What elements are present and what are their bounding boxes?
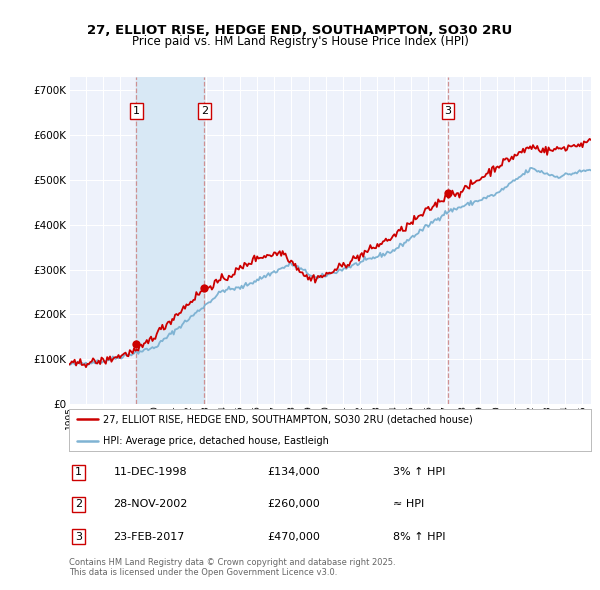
Text: £470,000: £470,000: [268, 532, 320, 542]
Text: 3: 3: [75, 532, 82, 542]
Text: 27, ELLIOT RISE, HEDGE END, SOUTHAMPTON, SO30 2RU (detached house): 27, ELLIOT RISE, HEDGE END, SOUTHAMPTON,…: [103, 415, 473, 424]
Text: 3: 3: [445, 106, 451, 116]
Text: 2: 2: [201, 106, 208, 116]
Text: 11-DEC-1998: 11-DEC-1998: [113, 467, 187, 477]
Text: HPI: Average price, detached house, Eastleigh: HPI: Average price, detached house, East…: [103, 436, 329, 445]
Text: 2: 2: [75, 500, 82, 509]
Text: 3% ↑ HPI: 3% ↑ HPI: [392, 467, 445, 477]
Bar: [136, 77, 205, 404]
Text: 1: 1: [75, 467, 82, 477]
Text: £260,000: £260,000: [268, 500, 320, 509]
Text: 8% ↑ HPI: 8% ↑ HPI: [392, 532, 445, 542]
Text: £134,000: £134,000: [268, 467, 320, 477]
Text: ≈ HPI: ≈ HPI: [392, 500, 424, 509]
Text: 28-NOV-2002: 28-NOV-2002: [113, 500, 188, 509]
Text: 27, ELLIOT RISE, HEDGE END, SOUTHAMPTON, SO30 2RU: 27, ELLIOT RISE, HEDGE END, SOUTHAMPTON,…: [88, 24, 512, 37]
Text: 23-FEB-2017: 23-FEB-2017: [113, 532, 185, 542]
Text: Contains HM Land Registry data © Crown copyright and database right 2025.
This d: Contains HM Land Registry data © Crown c…: [69, 558, 395, 577]
Text: 1: 1: [133, 106, 140, 116]
Text: Price paid vs. HM Land Registry's House Price Index (HPI): Price paid vs. HM Land Registry's House …: [131, 35, 469, 48]
